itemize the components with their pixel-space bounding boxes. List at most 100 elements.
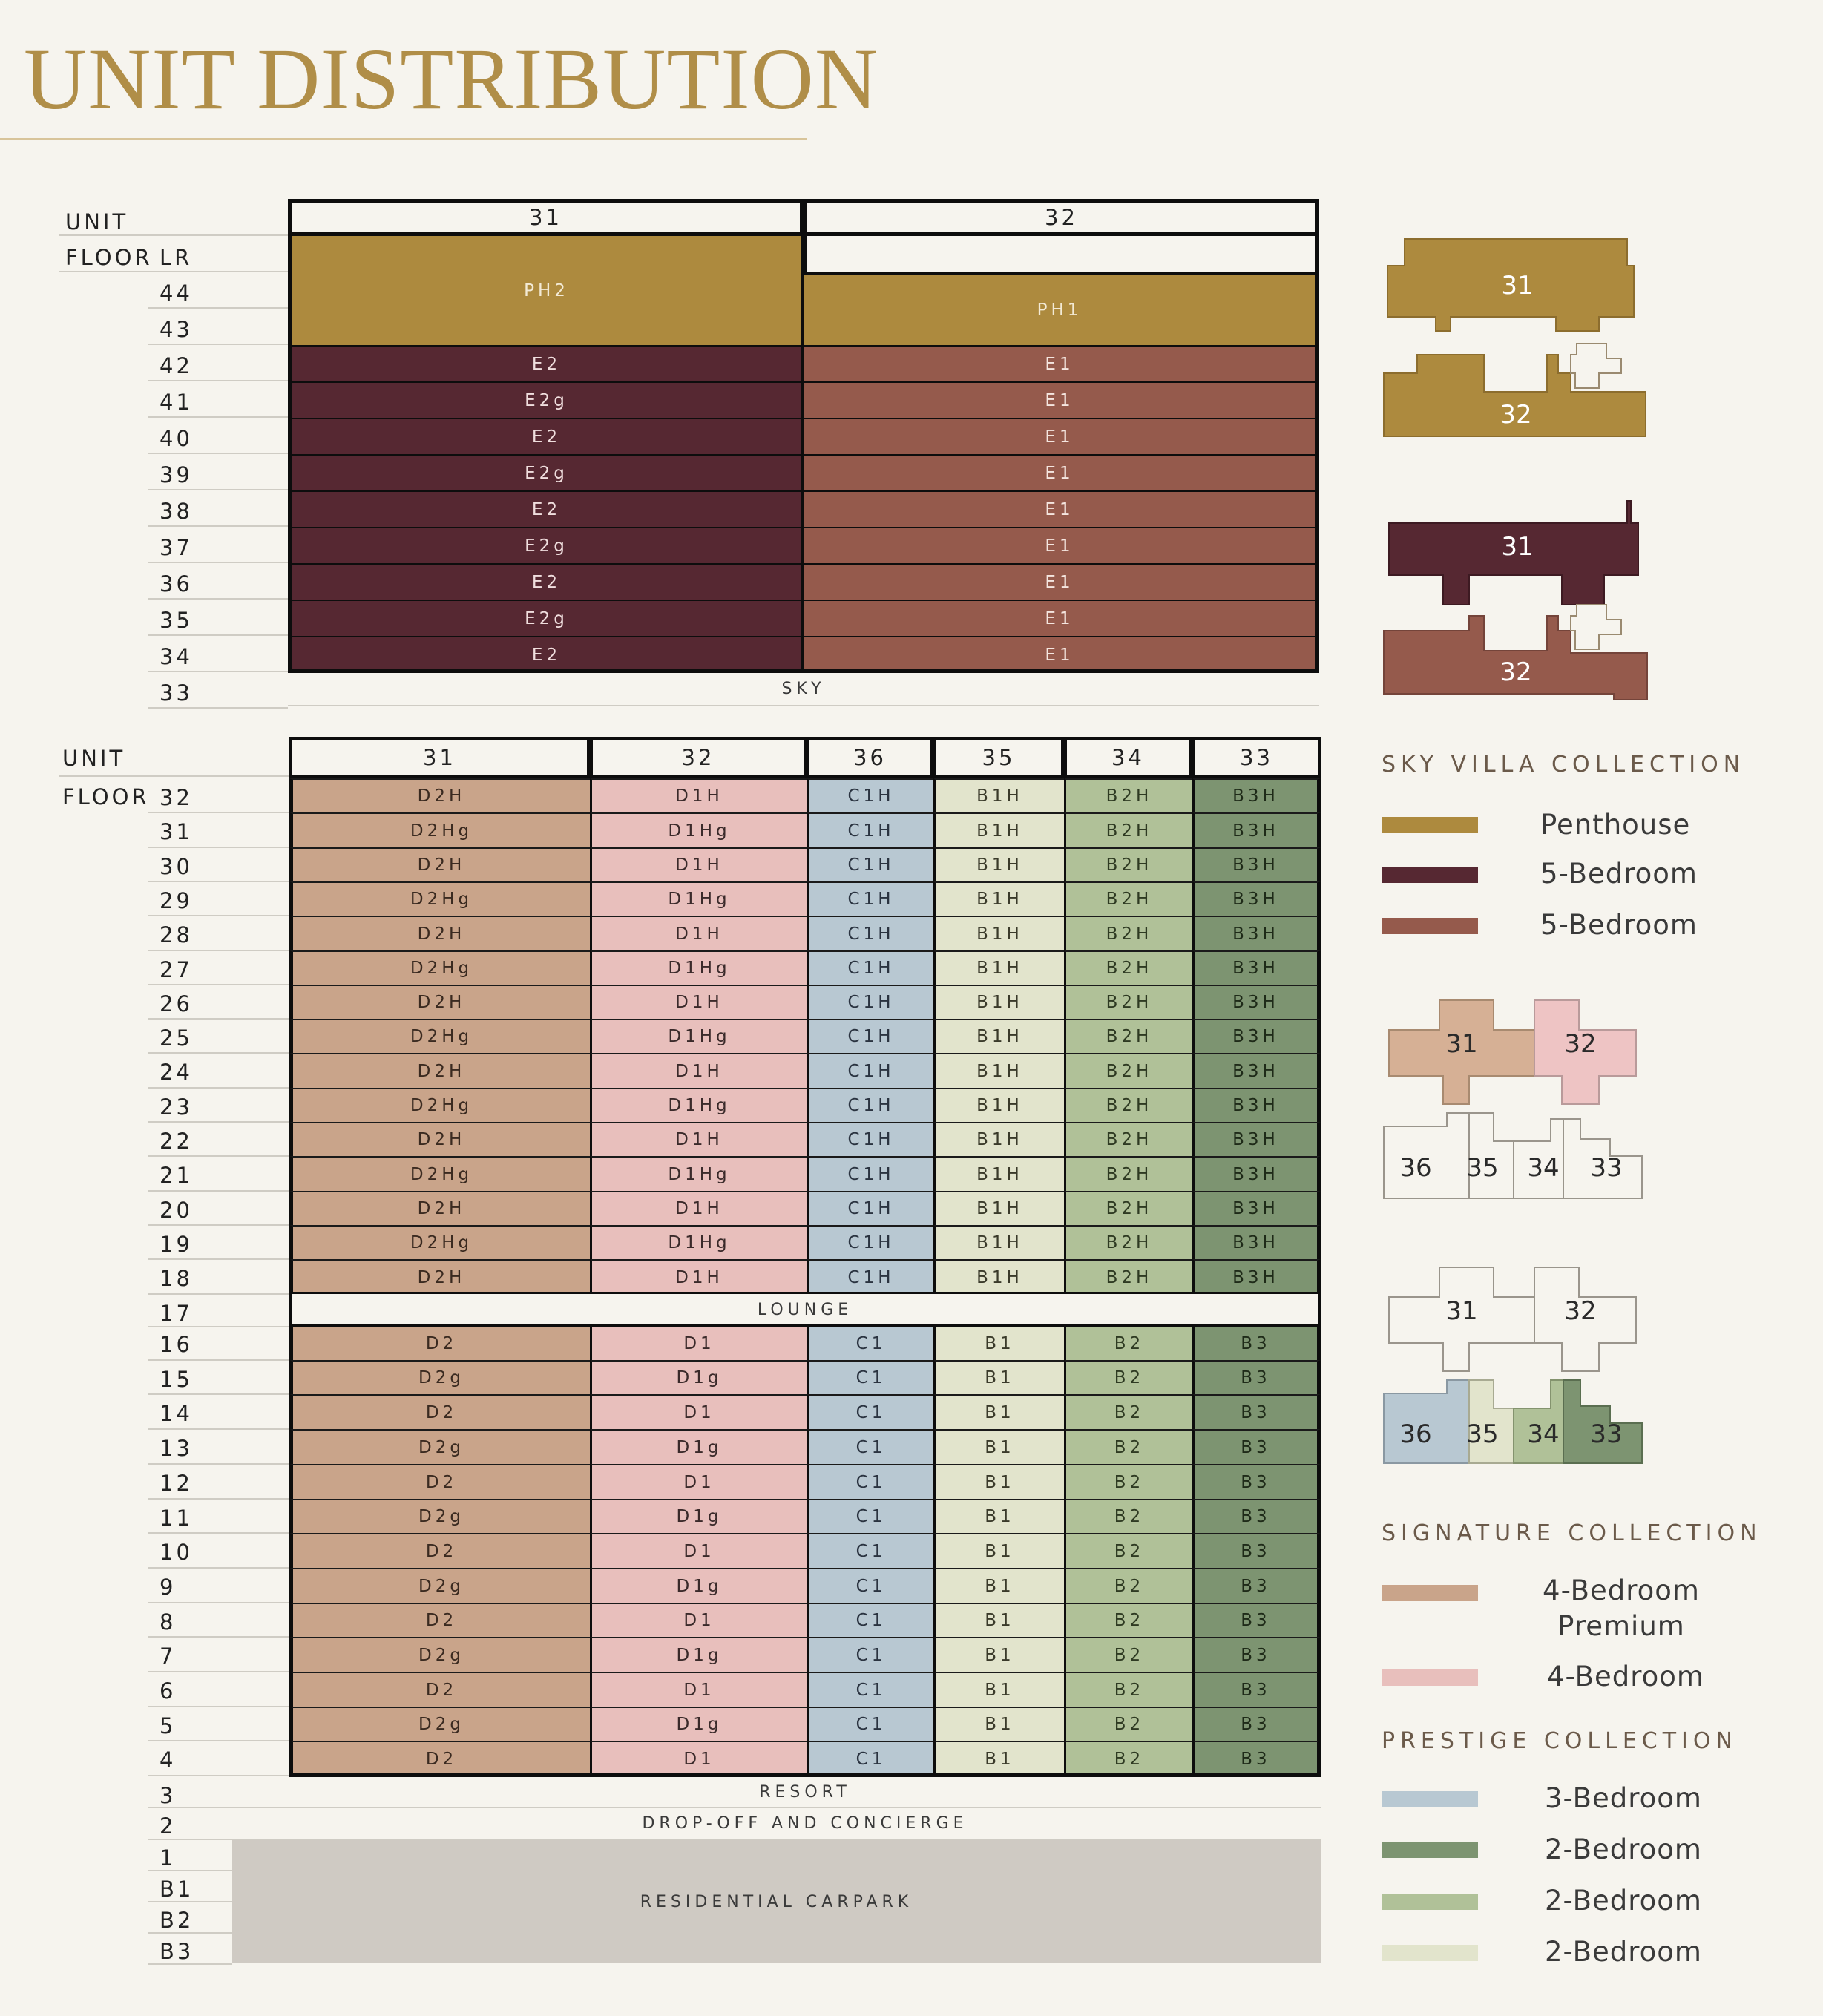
- unit-cell-32: E1: [804, 345, 1319, 381]
- floor-num: 28: [160, 922, 193, 948]
- floor-lr: LR: [160, 245, 193, 270]
- legend-label-4-bedroom-premium: 4-Bedroom Premium: [1521, 1573, 1721, 1644]
- unit-cell-36: C1: [807, 1325, 933, 1360]
- lounge-label: LOUNGE: [289, 1294, 1321, 1325]
- floor-rule: [148, 1870, 232, 1871]
- floor-rule: [148, 1740, 289, 1741]
- floor-rule: [148, 1636, 289, 1638]
- unit-cell-33: B3H: [1192, 1259, 1321, 1294]
- unit-cell-35: B1H: [933, 1191, 1064, 1225]
- unit-cell-33: B3H: [1192, 1191, 1321, 1225]
- sky-villa-5-bedroom-plan: 31 32: [1383, 500, 1648, 700]
- unit-cell-32: E1: [804, 490, 1319, 527]
- unit-cell-35: B1: [933, 1603, 1064, 1637]
- unit-cell-32: D1Hg: [590, 1156, 807, 1191]
- floor-rule: [148, 598, 288, 600]
- unit-cell-34: B2: [1064, 1568, 1192, 1603]
- floor-num: 19: [160, 1232, 193, 1257]
- floor-label: FLOOR: [65, 245, 153, 270]
- legend-label-5-bedroom-rust: 5-Bedroom: [1540, 909, 1698, 941]
- floor-num: 21: [160, 1163, 193, 1188]
- unit-cell-33: B3: [1192, 1672, 1321, 1707]
- unit-cell-35: B1H: [933, 916, 1064, 950]
- floor-rule: [148, 984, 289, 985]
- floor-rule-lr: [59, 271, 288, 272]
- unit-cell-31: D2: [289, 1741, 590, 1776]
- unit-cell-31: D2H: [289, 1259, 590, 1294]
- unit-cell-36: C1H: [807, 1259, 933, 1294]
- unit-cell-35: B1H: [933, 985, 1064, 1019]
- prestige-collection-plan: 31 32 36 35 34 33: [1383, 1267, 1643, 1464]
- unit-cell-32: E1: [804, 454, 1319, 490]
- floor-rule: [148, 1052, 289, 1054]
- unit-cell-34: B2: [1064, 1499, 1192, 1533]
- floor-num-dropoff: 2: [160, 1813, 177, 1839]
- unit-cell-33: B3H: [1192, 1225, 1321, 1259]
- floor-num: 20: [160, 1198, 193, 1223]
- unit-cell-31: D2Hg: [289, 1225, 590, 1259]
- unit-cell-36: C1: [807, 1568, 933, 1603]
- unit-cell-33: B3: [1192, 1603, 1321, 1637]
- unit-cell-33: B3: [1192, 1533, 1321, 1568]
- unit-cell-36: C1: [807, 1603, 933, 1637]
- unit-cell-36: C1: [807, 1707, 933, 1741]
- floor-rule: [148, 525, 288, 527]
- floor-rule: [148, 634, 288, 636]
- unit-cell-31: E2g: [288, 600, 804, 636]
- unit-cell-31: D2H: [289, 1053, 590, 1088]
- signature-collection-plan: 31 32 36 35 34 33: [1383, 999, 1643, 1199]
- unit-cell-31: D2H: [289, 916, 590, 950]
- unit-cell-36: C1H: [807, 1053, 933, 1088]
- unit-cell-32: D1H: [590, 1191, 807, 1225]
- carpark-block: RESIDENTIAL CARPARK: [232, 1840, 1321, 1963]
- unit-cell-32: D1Hg: [590, 1019, 807, 1053]
- floor-rule: [148, 1963, 232, 1965]
- unit-cell-32: D1H: [590, 1122, 807, 1156]
- floor-rule: [148, 881, 289, 882]
- unit-cell-34: B2H: [1064, 1122, 1192, 1156]
- unit-cell-34: B2: [1064, 1394, 1192, 1429]
- unit-cell-33: B3H: [1192, 1088, 1321, 1122]
- unit-cell-34: B2: [1064, 1741, 1192, 1776]
- unit-cell-35: B1H: [933, 950, 1064, 985]
- unit-cell-36: C1: [807, 1499, 933, 1533]
- floor-num: 41: [160, 390, 193, 415]
- floor-rule: [148, 489, 288, 490]
- unit-cell-36: C1H: [807, 950, 933, 985]
- legend-swatch-3-bedroom: [1382, 1791, 1478, 1807]
- legend-title-prestige: PRESTIGE COLLECTION: [1382, 1728, 1738, 1754]
- floor-rule: [148, 307, 288, 309]
- unit-cell-34: B2: [1064, 1360, 1192, 1394]
- unit-cell-31: D2g: [289, 1499, 590, 1533]
- floor-num: 42: [160, 353, 193, 378]
- floor-num: 5: [160, 1713, 177, 1738]
- floor-num: 13: [160, 1436, 193, 1461]
- unit-cell-31: D2g: [289, 1707, 590, 1741]
- unit-cell-32: D1: [590, 1533, 807, 1568]
- plan-label-33: 33: [1590, 1153, 1622, 1183]
- unit-cell-35: B1: [933, 1637, 1064, 1672]
- floor-num: 44: [160, 280, 193, 306]
- legend-title-sky-villa: SKY VILLA COLLECTION: [1382, 752, 1746, 778]
- unit-cell-31: E2: [288, 345, 804, 381]
- floor-rule: [148, 1359, 289, 1361]
- unit-cell-35: B1H: [933, 881, 1064, 916]
- unit-cell-32: D1: [590, 1325, 807, 1360]
- floor-num: 24: [160, 1060, 193, 1085]
- floor-rule: [148, 1706, 289, 1707]
- floor-num: 16: [160, 1332, 193, 1357]
- unit-cell-33: B3H: [1192, 916, 1321, 950]
- unit-cell-31: D2Hg: [289, 950, 590, 985]
- unit-cell-31: E2: [288, 636, 804, 672]
- unit-cell-33: B3: [1192, 1325, 1321, 1360]
- plan-label-36: 36: [1399, 1153, 1431, 1183]
- unit-cell-31: E2g: [288, 527, 804, 563]
- unit-cell-31: E2: [288, 563, 804, 600]
- unit-cell-33: B3: [1192, 1568, 1321, 1603]
- unit-cell-35: B1: [933, 1464, 1064, 1499]
- unit-header-31: 31: [289, 737, 590, 778]
- unit-cell-32: D1Hg: [590, 812, 807, 847]
- unit-cell-32: D1Hg: [590, 950, 807, 985]
- unit-cell-32: D1: [590, 1741, 807, 1776]
- unit-cell-32: E1: [804, 381, 1319, 418]
